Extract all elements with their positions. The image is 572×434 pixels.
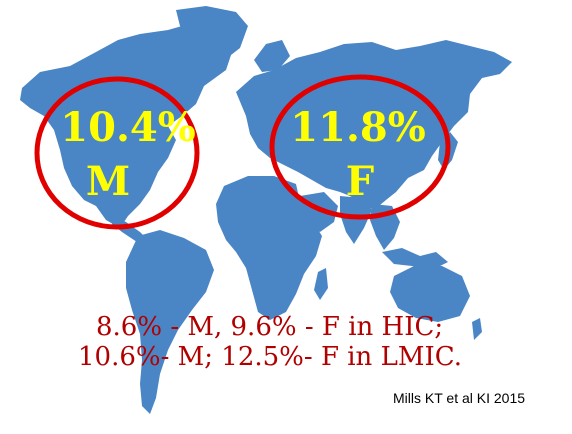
indonesia-landmass	[382, 248, 448, 270]
new-zealand-landmass	[472, 318, 482, 340]
scandinavia-landmass	[254, 40, 290, 72]
madagascar-landmass	[314, 268, 328, 300]
africa-landmass	[216, 176, 322, 320]
australia-landmass	[390, 264, 470, 322]
eurasia-sex: F	[345, 158, 375, 205]
greenland-landmass	[176, 6, 248, 62]
eurasia-percent: 11.8%	[290, 104, 426, 151]
north-america-highlight-ring	[34, 76, 200, 230]
north-america-sex: M	[85, 158, 131, 205]
north-america-landmass	[20, 18, 232, 228]
summary-lmic: 10.6%- M; 12.5%- F in LMIC.	[78, 342, 462, 372]
eurasia-landmass	[236, 40, 512, 210]
summary-hic: 8.6% - M, 9.6% - F in HIC;	[96, 312, 444, 342]
south-america-landmass	[126, 230, 214, 414]
continents	[20, 6, 512, 414]
citation: Mills KT et al KI 2015	[393, 390, 526, 406]
india-landmass	[340, 196, 372, 244]
north-america-percent: 10.4%	[60, 104, 196, 151]
eurasia-highlight-ring	[269, 74, 451, 220]
